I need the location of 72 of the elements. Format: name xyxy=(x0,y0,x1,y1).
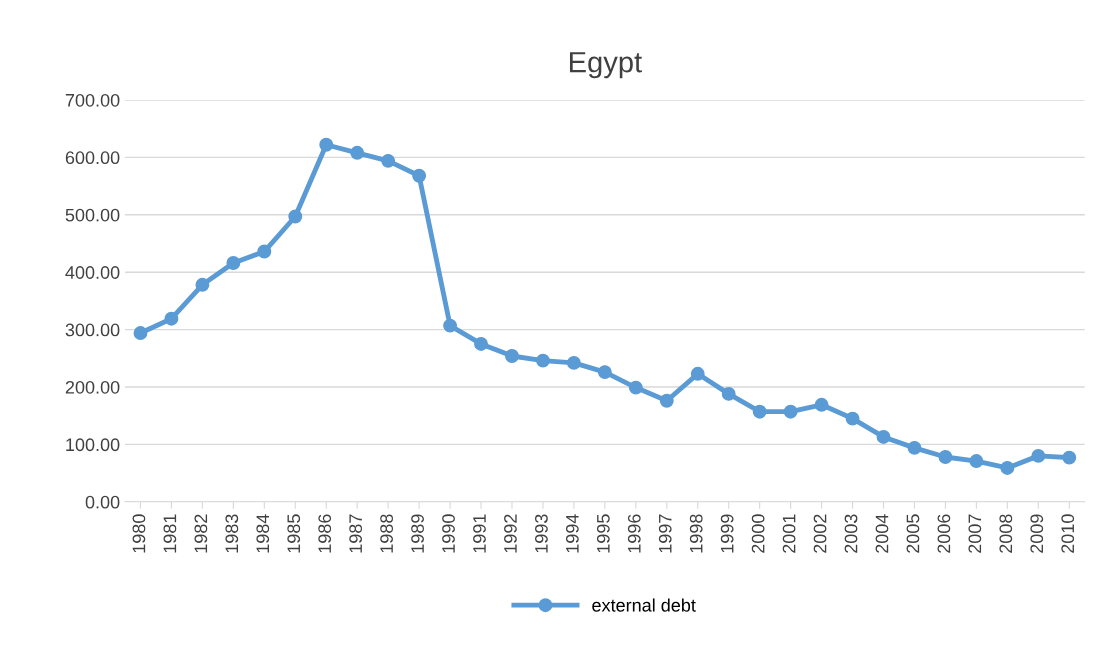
point xyxy=(969,454,984,468)
point xyxy=(319,137,334,152)
point xyxy=(1000,460,1015,475)
point xyxy=(350,145,365,160)
x-tick-label: 2002 xyxy=(813,514,827,553)
x-tick-label: 1999 xyxy=(720,514,734,553)
x-tick-label: 1990 xyxy=(442,514,455,553)
x-tick-label: 1992 xyxy=(504,514,517,553)
x-tick-label: 2005 xyxy=(906,514,920,553)
x-tick-label: 1984 xyxy=(256,514,270,553)
x-tick-label: 1998 xyxy=(689,514,703,553)
x-tick-label: 1983 xyxy=(225,514,239,553)
point xyxy=(381,153,396,168)
point xyxy=(628,380,643,395)
x-tick-label: 1994 xyxy=(565,514,579,553)
point xyxy=(257,244,272,259)
y-tick-label: 0.00 xyxy=(85,495,120,509)
point xyxy=(412,168,427,183)
point xyxy=(814,397,829,412)
point xyxy=(566,355,581,370)
point xyxy=(195,277,210,292)
x-tick-label: 1980 xyxy=(132,514,146,553)
x-tick-label: 1987 xyxy=(349,514,363,553)
legend-label: external debt xyxy=(592,598,696,612)
y-tick-label: 400.00 xyxy=(65,266,120,279)
point xyxy=(226,256,241,270)
x-tick-label: 1982 xyxy=(194,514,208,553)
x-tick-label: 1995 xyxy=(596,514,610,553)
y-tick-label: 200.00 xyxy=(65,380,120,394)
x-tick-label: 1981 xyxy=(163,514,177,553)
x-tick-label: 2007 xyxy=(968,514,982,553)
chart-title: Egypt xyxy=(569,52,642,79)
point xyxy=(938,450,953,464)
point xyxy=(536,353,550,368)
x-tick-label: 2008 xyxy=(999,514,1013,553)
point xyxy=(783,404,798,419)
point xyxy=(164,311,179,326)
x-tick-label: 1993 xyxy=(535,514,548,553)
y-tick-label: 700.00 xyxy=(65,93,120,107)
point xyxy=(659,393,674,408)
x-tick-label: 2000 xyxy=(751,514,765,553)
x-tick-label: 1988 xyxy=(380,514,393,553)
point xyxy=(721,386,736,401)
x-tick-label: 2001 xyxy=(782,514,796,553)
x-tick-label: 2003 xyxy=(844,514,858,553)
point xyxy=(597,365,612,380)
y-tick-label: 300.00 xyxy=(65,323,120,337)
point xyxy=(288,209,303,224)
x-tick-label: 1996 xyxy=(627,514,641,553)
point xyxy=(752,404,767,419)
y-tick-label: 100.00 xyxy=(66,438,120,452)
point xyxy=(443,318,458,333)
point xyxy=(505,349,519,363)
y-tick-label: 600.00 xyxy=(65,151,120,165)
point xyxy=(690,366,705,381)
x-tick-label: 2004 xyxy=(875,514,889,553)
x-tick-label: 1991 xyxy=(473,514,486,553)
x-tick-label: 1985 xyxy=(287,514,301,553)
point xyxy=(474,337,488,351)
point xyxy=(1031,448,1046,463)
x-tick-label: 1997 xyxy=(658,514,672,553)
x-tick-label: 1989 xyxy=(411,514,424,553)
point xyxy=(1062,450,1077,465)
x-tick-label: 2009 xyxy=(1030,514,1044,553)
x-tick-label: 2006 xyxy=(937,514,951,553)
y-tick-label: 500.00 xyxy=(65,208,120,222)
point xyxy=(133,326,148,340)
point xyxy=(876,429,891,444)
point xyxy=(845,411,860,426)
x-tick-label: 1986 xyxy=(318,514,332,553)
point xyxy=(907,440,922,455)
x-tick-label: 2010 xyxy=(1061,514,1075,553)
